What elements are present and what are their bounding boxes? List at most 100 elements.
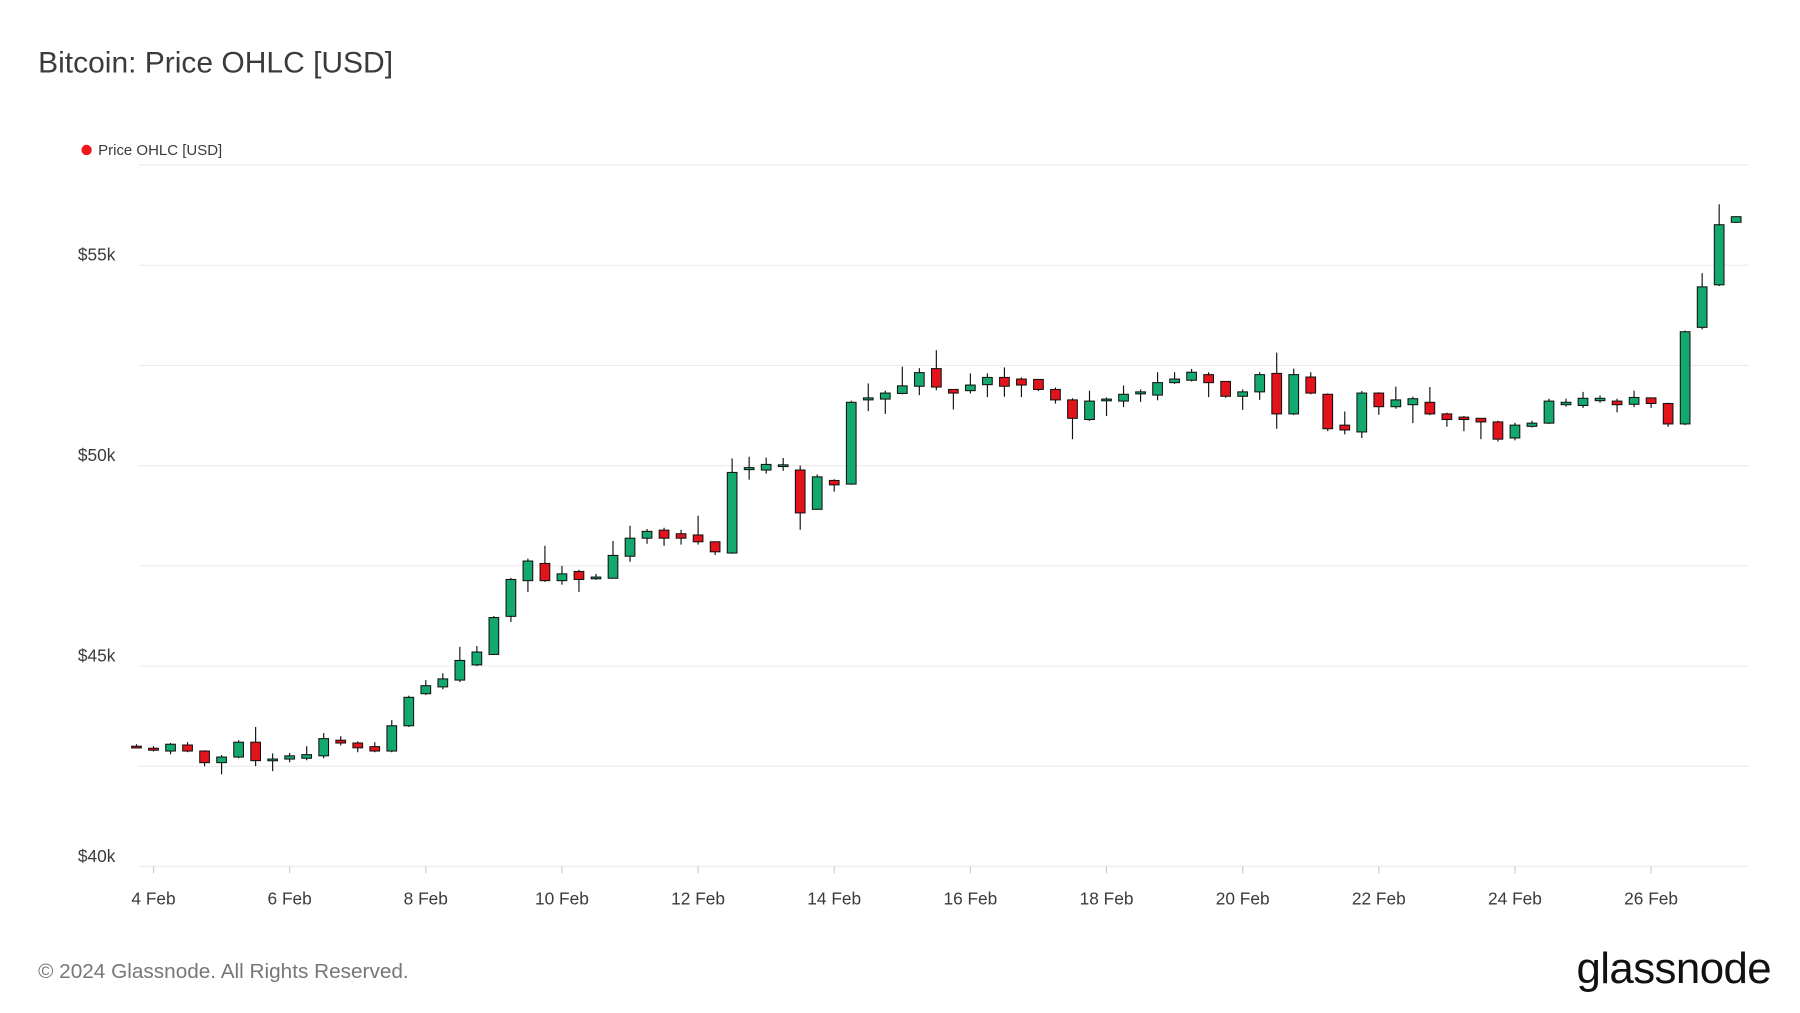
- candle-body: [454, 659, 466, 681]
- candle-body: [250, 741, 261, 762]
- candle-body: [1509, 424, 1521, 439]
- candle-body: [556, 573, 568, 582]
- legend-marker: [81, 144, 92, 156]
- candle-body: [862, 397, 874, 401]
- x-tick-label: 24 Feb: [1488, 888, 1542, 908]
- candle-body: [233, 741, 244, 758]
- x-tick-label: 12 Feb: [671, 888, 725, 908]
- candle-body: [777, 464, 789, 468]
- candle-body: [284, 755, 296, 760]
- candle-body: [794, 469, 806, 514]
- candle-body: [1220, 380, 1232, 397]
- candle-body: [641, 530, 653, 539]
- candle-body: [913, 372, 925, 387]
- candle-body: [692, 534, 704, 543]
- x-tick-label: 22 Feb: [1352, 888, 1406, 908]
- candle-body: [1543, 400, 1555, 424]
- candle-body: [1730, 216, 1742, 223]
- candle-body: [335, 739, 347, 744]
- candle-body: [709, 541, 721, 553]
- candle-body: [182, 744, 193, 752]
- candle-body: [1067, 399, 1078, 419]
- candle-body: [488, 617, 500, 655]
- x-tick-label: 26 Feb: [1624, 888, 1678, 908]
- candle-body: [1237, 391, 1249, 397]
- candle-body: [1441, 413, 1453, 421]
- x-tick-label: 4 Feb: [131, 888, 175, 908]
- candle-body: [1407, 398, 1419, 406]
- candle-body: [352, 742, 364, 749]
- logo: glassnode: [1576, 944, 1771, 993]
- candle-body: [896, 385, 908, 394]
- candle-body: [165, 743, 176, 752]
- candle-body: [420, 685, 432, 695]
- candle-body: [1322, 393, 1334, 430]
- candle-body: [539, 562, 551, 582]
- candle-body: [199, 750, 210, 764]
- candle-body: [437, 678, 449, 688]
- candle-body: [1033, 378, 1044, 390]
- y-tick-label: $40k: [78, 846, 116, 866]
- candle-body: [811, 476, 823, 510]
- x-tick-label: 16 Feb: [943, 888, 997, 908]
- candle-body: [1339, 424, 1351, 431]
- candle-body: [1458, 416, 1470, 421]
- x-tick-label: 14 Feb: [807, 888, 861, 908]
- candle-body: [675, 533, 687, 539]
- candle-body: [403, 696, 415, 727]
- candle-body: [658, 529, 670, 539]
- candle-body: [1050, 388, 1061, 401]
- candle-body: [1084, 400, 1095, 421]
- candle-body: [1611, 400, 1623, 406]
- candle-body: [131, 745, 142, 749]
- y-tick-label: $55k: [78, 245, 116, 265]
- candle-body: [1118, 393, 1129, 402]
- candle-body: [1560, 401, 1572, 406]
- candle-body: [1305, 376, 1317, 394]
- candle-body: [930, 368, 942, 388]
- candle-body: [1492, 421, 1504, 440]
- candle-body: [1203, 374, 1214, 384]
- candle-body: [573, 570, 585, 580]
- x-tick-label: 6 Feb: [268, 888, 312, 908]
- candle-body: [726, 471, 738, 554]
- candle-body: [1254, 374, 1266, 393]
- candle-body: [1696, 286, 1708, 328]
- candle-body: [301, 754, 313, 759]
- candle-body: [590, 576, 602, 580]
- candle-body: [369, 746, 381, 752]
- candle-body: [845, 401, 857, 485]
- candle-body: [1016, 378, 1027, 386]
- candle-body: [1152, 382, 1163, 396]
- candle-body: [1390, 399, 1402, 408]
- x-tick-label: 18 Feb: [1080, 888, 1134, 908]
- chart-title: Bitcoin: Price OHLC [USD]: [38, 47, 393, 80]
- candle-body: [318, 738, 330, 757]
- candle-body: [1135, 391, 1146, 395]
- candle-body: [1713, 224, 1725, 286]
- y-tick-label: $50k: [78, 445, 116, 465]
- candle-body: [522, 560, 534, 582]
- candle-body: [982, 376, 993, 386]
- candle-body: [1526, 422, 1538, 427]
- y-tick-label: $45k: [78, 645, 116, 665]
- candle-body: [505, 578, 517, 617]
- candle-body: [1424, 401, 1436, 415]
- candle-body: [471, 651, 483, 666]
- candle-body: [386, 725, 398, 752]
- candle-body: [760, 463, 772, 471]
- candle-body: [624, 537, 636, 557]
- candle-body: [947, 388, 959, 394]
- x-tick-label: 8 Feb: [404, 888, 448, 908]
- candle-body: [267, 758, 279, 762]
- candle-body: [1577, 397, 1589, 407]
- candle-body: [879, 392, 891, 400]
- candle-body: [148, 747, 159, 751]
- candle-body: [607, 554, 619, 579]
- candle-body: [1645, 397, 1657, 405]
- candle-body: [1288, 374, 1300, 415]
- candle-body: [1356, 392, 1368, 433]
- candle-body: [999, 376, 1010, 387]
